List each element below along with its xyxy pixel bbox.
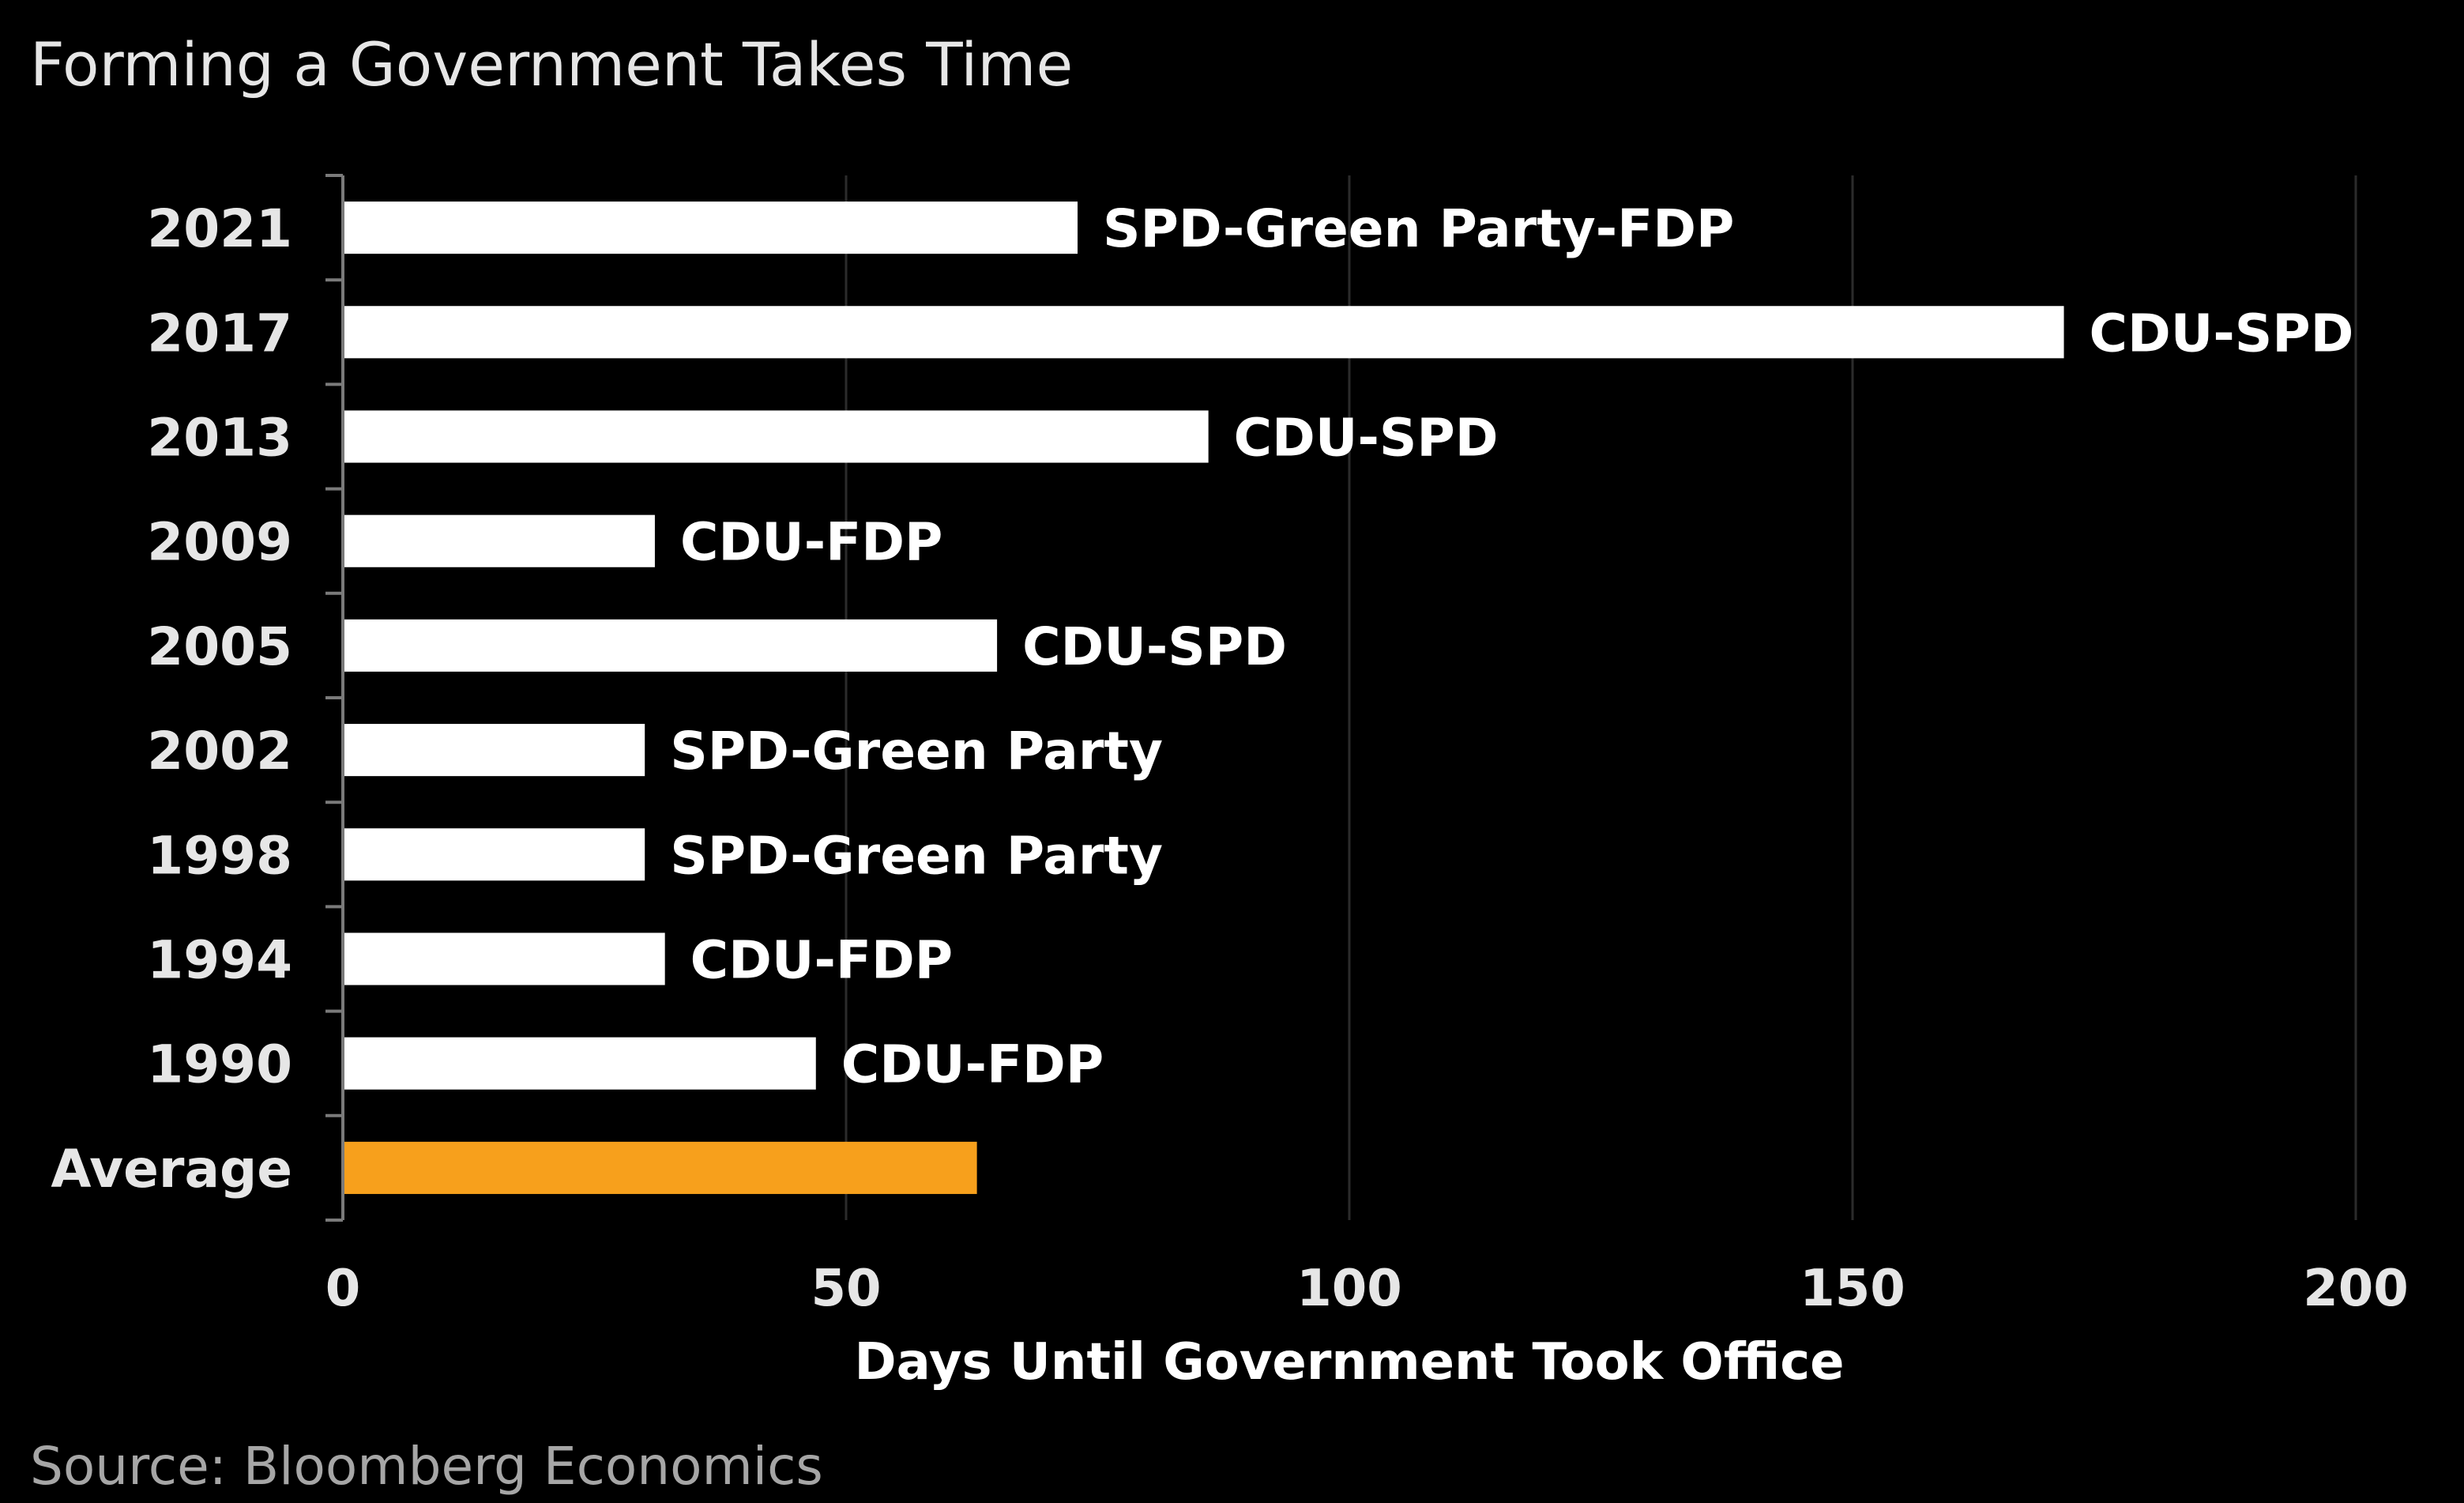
bar-label-1998: SPD-Green Party [670,825,1163,886]
bar-label-2021: SPD-Green Party-FDP [1103,198,1734,259]
chart-title: Forming a Government Takes Time [30,29,1073,100]
category-label-2017: 2017 [147,303,292,364]
category-label-2005: 2005 [147,616,292,677]
bar-average [344,1141,977,1194]
source-note: Source: Bloomberg Economics [30,1436,823,1497]
category-label-1998: 1998 [147,825,292,886]
category-label-2002: 2002 [147,721,292,782]
x-tick-label-200: 200 [2303,1260,2409,1318]
x-axis-title: Days Until Government Took Office [854,1333,1844,1392]
x-tick-label-100: 100 [1296,1260,1402,1318]
bar-2009 [344,514,655,567]
labels-layer: 2021 SPD-Green Party-FDP 2017 CDU-SPD 2013 CD… [51,198,2353,1200]
category-label-2009: 2009 [147,512,292,573]
x-tick-label-150: 150 [1800,1260,1905,1318]
bar-2013 [344,410,1209,463]
bar-label-2017: CDU-SPD [2090,303,2354,364]
bar-label-2009: CDU-FDP [680,512,942,573]
bar-label-1994: CDU-FDP [690,930,953,991]
bar-1998 [344,828,645,881]
bar-label-2002: SPD-Green Party [670,721,1163,782]
bar-1990 [344,1037,816,1090]
category-label-2021: 2021 [147,198,292,259]
bar-2002 [344,724,645,777]
bar-label-2005: CDU-SPD [1022,616,1287,677]
category-label-1990: 1990 [147,1034,292,1095]
bar-label-1990: CDU-FDP [841,1034,1104,1095]
bar-2005 [344,619,998,672]
bar-2017 [344,306,2064,359]
category-label-2013: 2013 [147,408,292,469]
x-tick-label-0: 0 [325,1260,361,1318]
category-label-1994: 1994 [147,930,292,991]
bar-1994 [344,932,665,985]
x-tick-label-50: 50 [811,1260,881,1318]
bar-2021 [344,202,1078,254]
category-label-average: Average [51,1139,292,1200]
bar-label-2013: CDU-SPD [1234,408,1499,469]
axis-layer: 0 50 100 150 200 [325,174,2409,1318]
bars-layer [344,202,2064,1194]
